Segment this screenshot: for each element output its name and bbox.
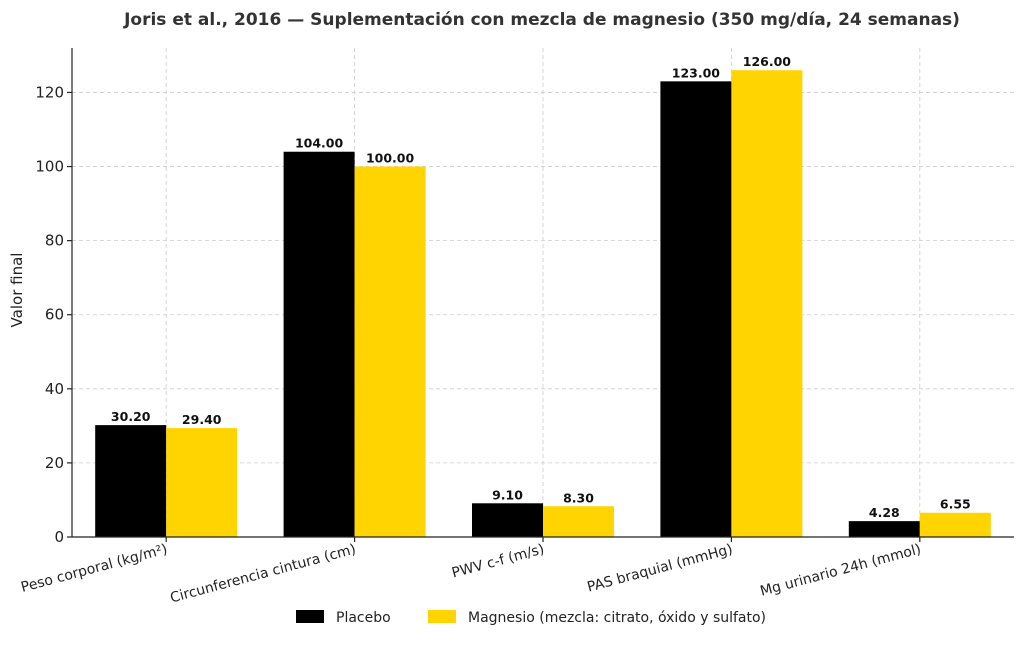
- bar-magnesio: [166, 428, 238, 537]
- x-tick-label: PAS braquial (mmHg): [586, 541, 735, 595]
- bar-magnesio: [543, 506, 614, 537]
- y-tick-label: 100: [35, 158, 64, 176]
- y-tick-label: 80: [45, 232, 64, 250]
- x-tick-label: Peso corporal (kg/m²): [19, 541, 169, 596]
- legend-swatch-placebo: [296, 610, 324, 623]
- data-labels: 30.20 29.40 104.00 100.00 9.10 8.30 123.00 126.…: [111, 54, 971, 520]
- bar-magnesio: [354, 166, 426, 537]
- data-label: 4.28: [869, 505, 900, 520]
- bar-placebo: [660, 81, 732, 537]
- y-tick-label: 0: [54, 528, 64, 546]
- data-label: 123.00: [672, 65, 721, 80]
- bars: [95, 70, 991, 538]
- legend: Placebo Magnesio (mezcla: citrato, óxido …: [296, 610, 766, 626]
- legend-label: Placebo: [336, 610, 391, 626]
- bar-placebo: [283, 151, 355, 537]
- data-label: 29.40: [182, 412, 222, 427]
- y-axis-label: Valor final: [8, 253, 26, 328]
- data-label: 6.55: [940, 497, 971, 512]
- axes: [67, 48, 1014, 542]
- x-tick-labels: Peso corporal (kg/m²) Circunferencia cint…: [19, 541, 923, 606]
- data-label: 9.10: [492, 487, 523, 502]
- y-tick-label: 40: [45, 380, 64, 398]
- data-label: 30.20: [111, 409, 151, 424]
- legend-swatch-magnesio: [428, 610, 456, 623]
- data-label: 104.00: [295, 136, 344, 151]
- bar-placebo: [95, 425, 167, 537]
- y-tick-label: 20: [45, 454, 64, 472]
- x-tick-label: PWV c-f (m/s): [450, 541, 546, 581]
- legend-label: Magnesio (mezcla: citrato, óxido y sulfa…: [468, 610, 766, 626]
- y-tick-label: 60: [45, 306, 64, 324]
- x-tick-label: Circunferencia cintura (cm): [169, 541, 358, 606]
- x-tick-label: Mg urinario 24h (mmol): [759, 541, 923, 599]
- data-label: 100.00: [366, 151, 415, 166]
- data-label: 126.00: [743, 54, 792, 69]
- bar-placebo: [472, 503, 543, 537]
- y-tick-labels: 0 20 40 60 80 100 120: [35, 83, 64, 546]
- bar-magnesio: [919, 512, 991, 537]
- bar-magnesio: [731, 70, 803, 538]
- chart-title: Joris et al., 2016 — Suplementación con …: [123, 10, 960, 30]
- y-tick-label: 120: [35, 83, 64, 101]
- bar-placebo: [848, 521, 920, 537]
- data-label: 8.30: [563, 490, 594, 505]
